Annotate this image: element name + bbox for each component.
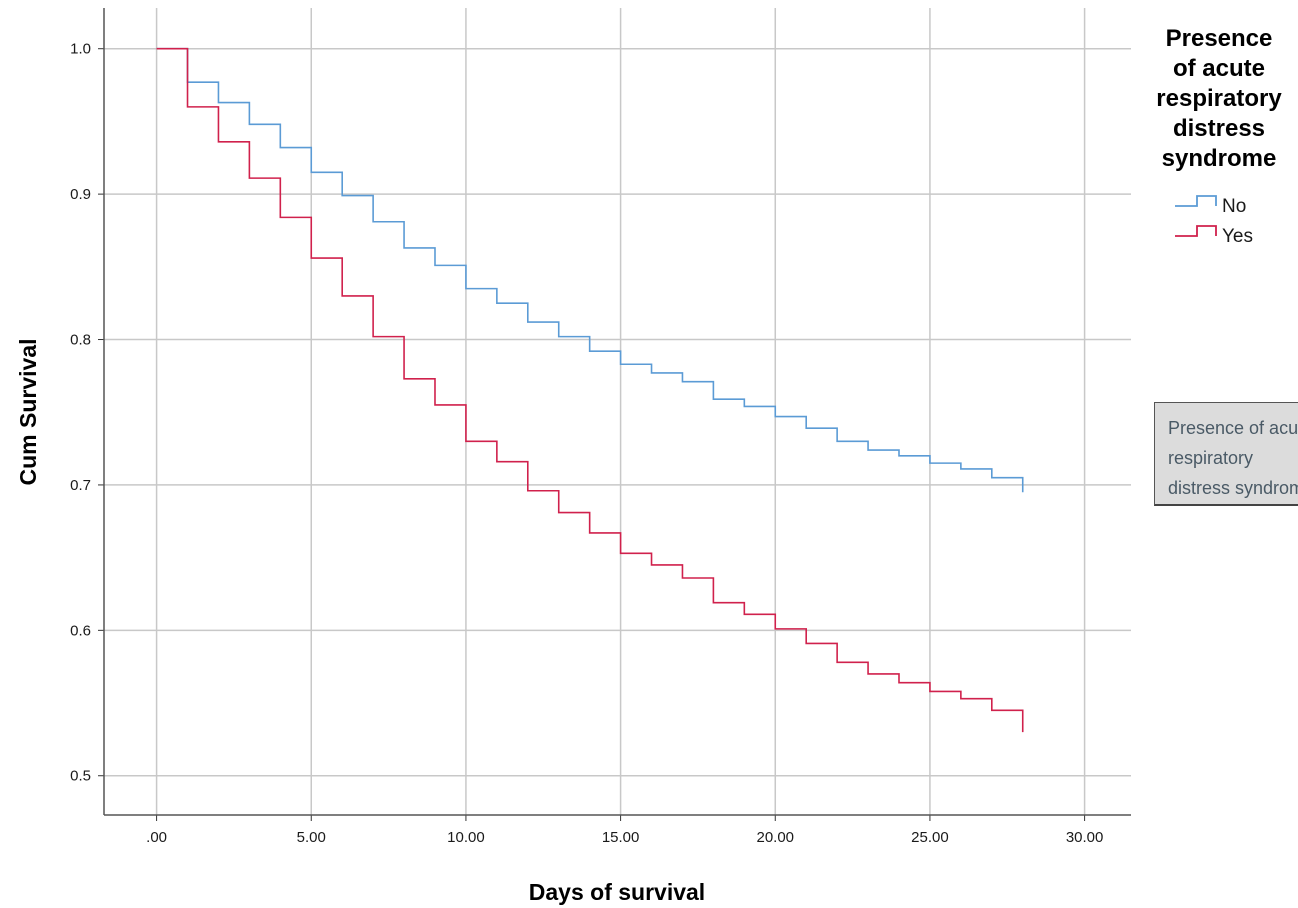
x-tick-label: 25.00 bbox=[911, 829, 949, 846]
legend-label: No bbox=[1222, 196, 1246, 217]
tick-labels: .00 5.00 10.00 15.00 20.00 25.00 30.00 0.5 0.6 0.… bbox=[70, 41, 1103, 846]
series-line-no bbox=[156, 47, 1024, 493]
x-tick-label: 5.00 bbox=[297, 829, 326, 846]
legend-swatch bbox=[1175, 195, 1217, 207]
tooltip-text: Presence of acute respiratory distress s… bbox=[1168, 418, 1298, 498]
x-tick-label: 30.00 bbox=[1066, 829, 1104, 846]
y-tick-label: 0.8 bbox=[70, 332, 91, 349]
x-tick-label: 10.00 bbox=[447, 829, 485, 846]
legend-swatch bbox=[1175, 225, 1217, 237]
tooltip-box: Presence of acute respiratory distress s… bbox=[1154, 402, 1298, 506]
y-tick-label: 0.5 bbox=[70, 768, 91, 785]
y-tick-label: 0.6 bbox=[70, 622, 91, 639]
legend-title: Presence of acute respiratory distress syndr… bbox=[1156, 25, 1282, 172]
x-axis-title: Days of survival bbox=[529, 879, 705, 905]
y-tick-label: 0.7 bbox=[70, 477, 91, 494]
y-axis-title: Cum Survival bbox=[15, 339, 41, 486]
legend-items: No Yes bbox=[1175, 195, 1253, 247]
y-tick-label: 0.9 bbox=[70, 186, 91, 203]
legend-item-no: No bbox=[1175, 195, 1246, 217]
grid-lines bbox=[104, 8, 1131, 815]
series-line-yes bbox=[156, 47, 1024, 733]
x-tick-label: 15.00 bbox=[602, 829, 640, 846]
legend: Presence of acute respiratory distress syndr… bbox=[1156, 25, 1282, 247]
axes bbox=[98, 8, 1131, 821]
legend-label: Yes bbox=[1222, 226, 1253, 247]
legend-item-yes: Yes bbox=[1175, 225, 1253, 247]
y-tick-label: 1.0 bbox=[70, 41, 91, 58]
x-tick-label: .00 bbox=[146, 829, 167, 846]
series-lines bbox=[156, 47, 1024, 733]
x-tick-label: 20.00 bbox=[756, 829, 794, 846]
